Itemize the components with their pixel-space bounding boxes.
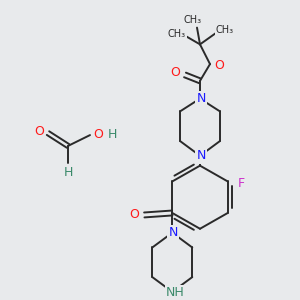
Text: CH₃: CH₃	[168, 28, 186, 38]
Text: O: O	[34, 124, 44, 138]
Text: F: F	[238, 177, 245, 190]
Text: H: H	[107, 128, 117, 141]
Text: N: N	[196, 149, 206, 162]
Text: CH₃: CH₃	[216, 25, 234, 34]
Text: H: H	[63, 166, 73, 179]
Text: O: O	[93, 128, 103, 141]
Text: CH₃: CH₃	[184, 15, 202, 25]
Text: O: O	[170, 67, 180, 80]
Text: O: O	[129, 208, 139, 221]
Text: N: N	[196, 92, 206, 105]
Text: O: O	[214, 58, 224, 72]
Text: N: N	[169, 226, 178, 239]
Text: NH: NH	[166, 286, 185, 299]
